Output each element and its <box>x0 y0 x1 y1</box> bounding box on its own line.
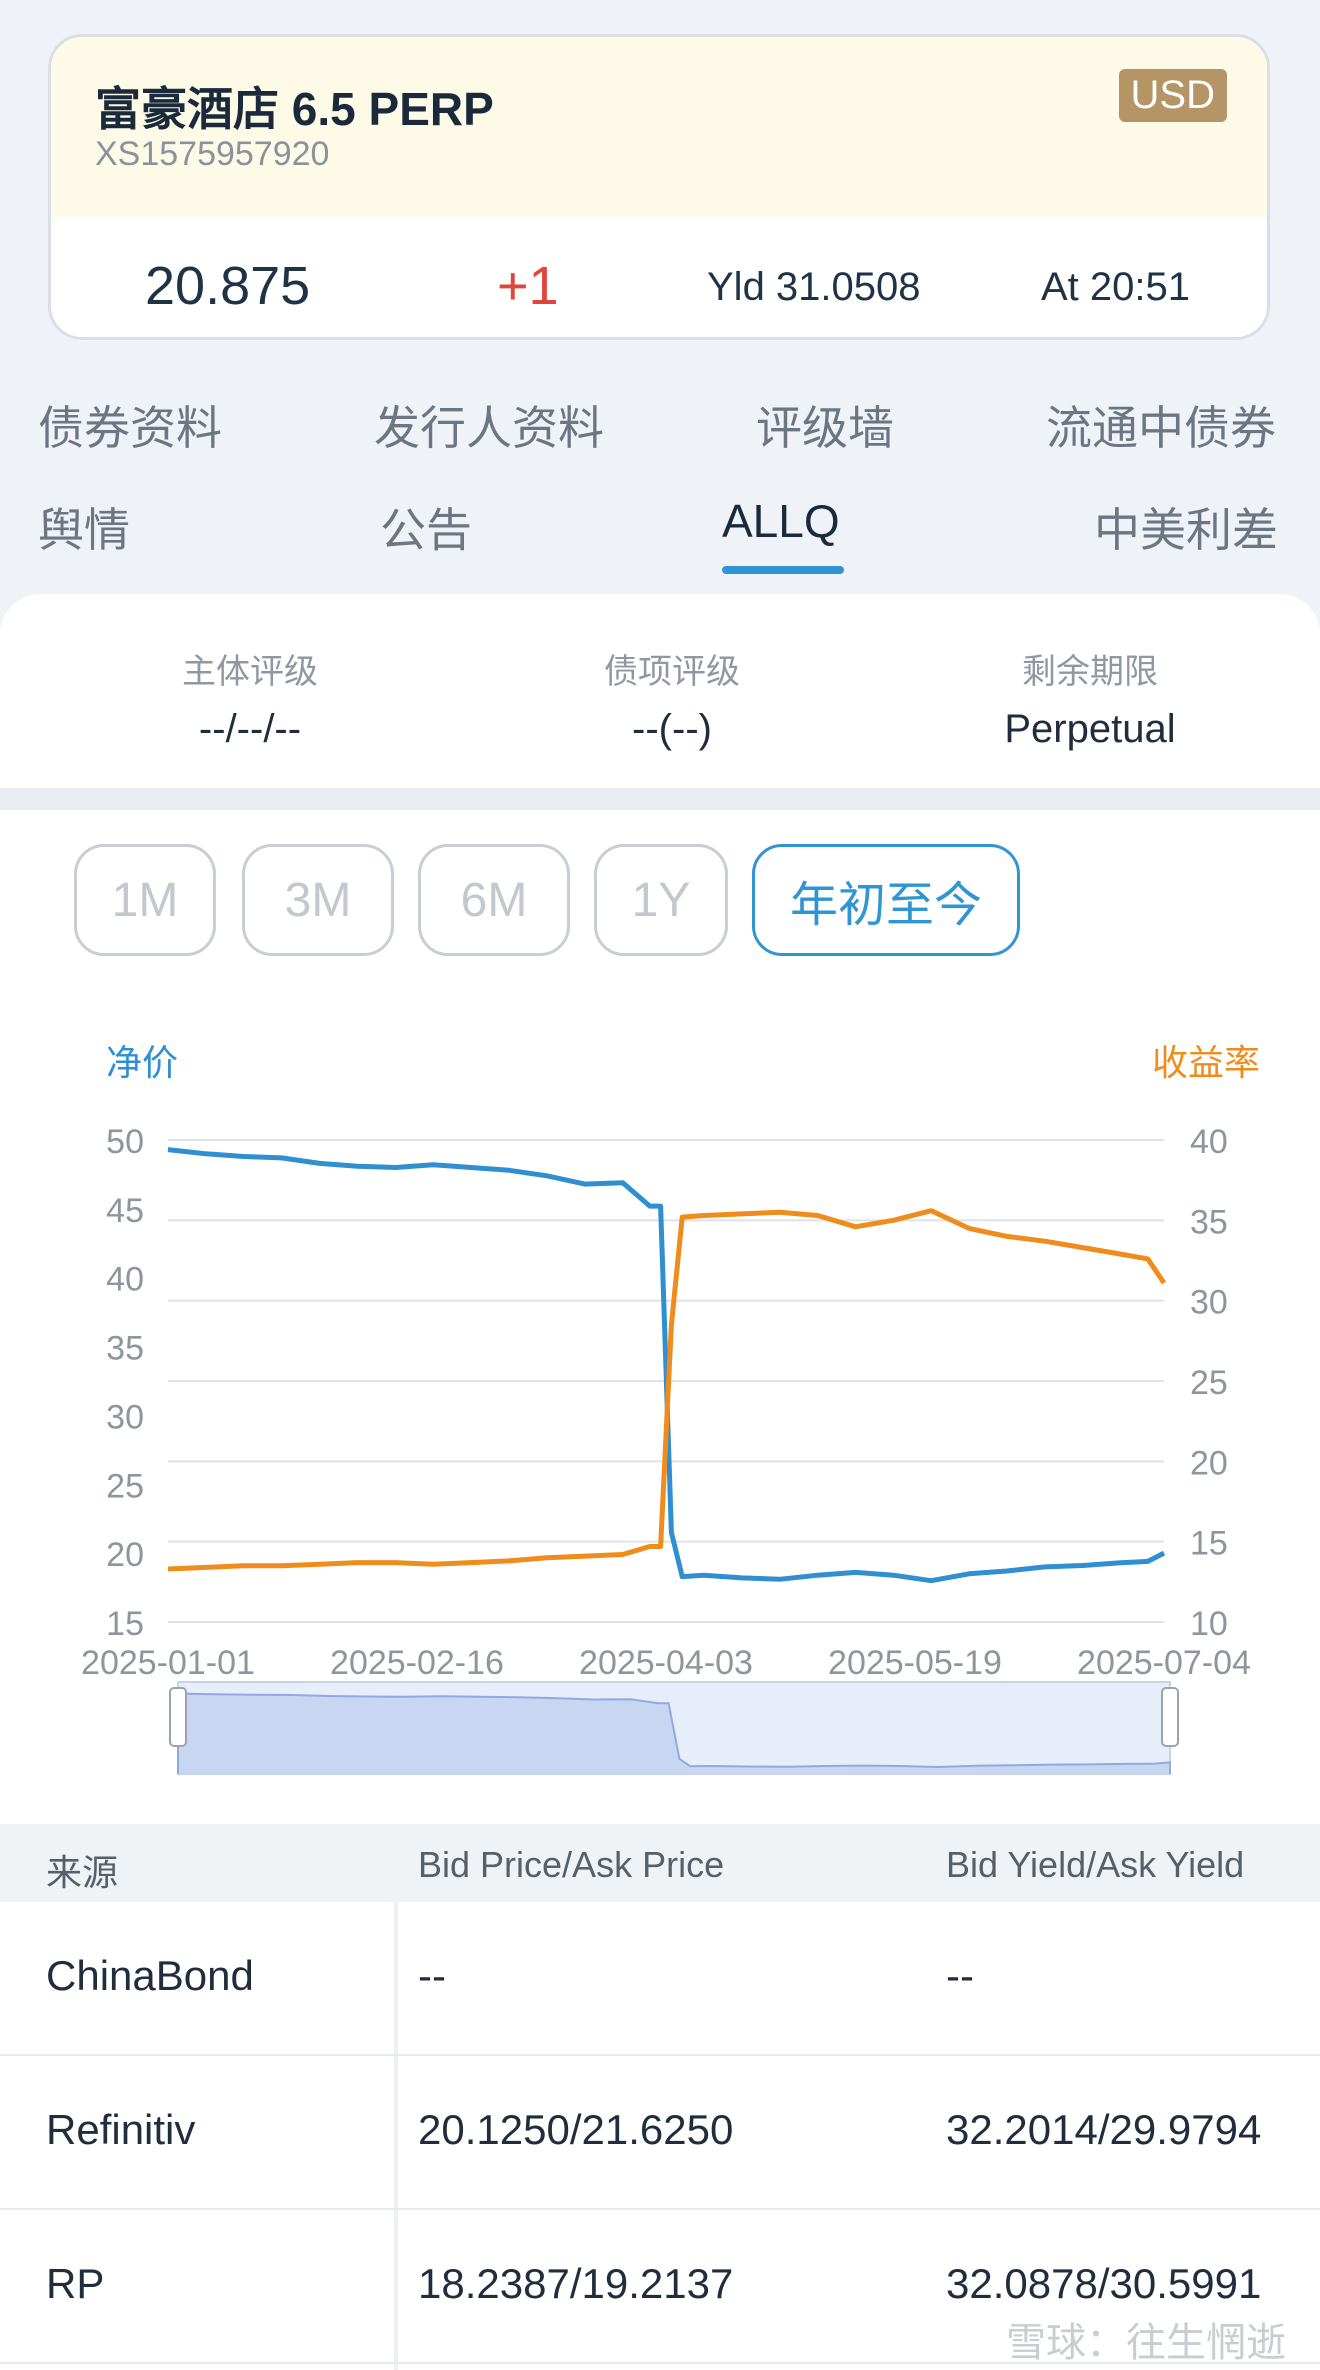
right-axis-tick-label: 10 <box>1190 1605 1228 1643</box>
row-yield: 32.2014/29.9794 <box>946 2106 1262 2153</box>
zoom-handle-right[interactable] <box>1161 1687 1179 1747</box>
left-axis-tick-label: 30 <box>106 1398 144 1436</box>
row-source: Refinitiv <box>46 2106 196 2153</box>
x-axis-tick-label: 2025-04-03 <box>579 1644 753 1682</box>
tab-allq[interactable]: ALLQ <box>722 495 840 547</box>
table-row: RP 18.2387/19.2137 32.0878/30.5991 <box>0 2210 1320 2364</box>
tab-sentiment[interactable]: 舆情 <box>38 504 130 556</box>
bond-name: 富豪酒店 6.5 PERP <box>95 83 494 135</box>
issue-rating: 债项评级 --(--) <box>472 644 872 752</box>
tab-us-china-spread[interactable]: 中美利差 <box>1094 504 1278 556</box>
price-yield-chart: 4035302520151050454035302520152025-01-01… <box>81 1123 1251 1775</box>
tab-rating-wall[interactable]: 评级墙 <box>756 402 894 454</box>
yield-series-line <box>167 1208 1167 1572</box>
row-yield: -- <box>946 1952 974 1999</box>
right-axis-tick-label: 30 <box>1190 1284 1228 1322</box>
section-divider <box>0 788 1320 810</box>
active-tab-indicator <box>722 566 844 574</box>
tab-issuer-info[interactable]: 发行人资料 <box>374 402 604 454</box>
row-price: -- <box>418 1952 446 1999</box>
bond-isin: XS1575957920 <box>95 135 330 173</box>
right-axis-tick-label: 25 <box>1190 1364 1228 1402</box>
right-axis-title: 收益率 <box>1151 1042 1260 1083</box>
x-axis-tick-label: 2025-01-01 <box>81 1644 255 1682</box>
left-axis-tick-label: 40 <box>106 1261 144 1299</box>
row-source: ChinaBond <box>46 1952 254 1999</box>
issuer-rating-value: --/--/-- <box>198 707 302 751</box>
left-axis-title: 净价 <box>106 1042 179 1083</box>
right-axis-tick-label: 35 <box>1190 1203 1228 1241</box>
issuer-rating-label: 主体评级 <box>182 653 318 691</box>
row-source: RP <box>46 2260 105 2307</box>
header-source: 来源 <box>46 1852 119 1893</box>
range-1m-button[interactable]: 1M <box>74 844 216 956</box>
left-axis-tick-label: 45 <box>106 1192 144 1230</box>
right-axis-tick-label: 15 <box>1190 1525 1228 1563</box>
tab-outstanding-bonds[interactable]: 流通中债券 <box>1046 402 1276 454</box>
row-price: 18.2387/19.2137 <box>418 2260 734 2307</box>
zoom-handle-left[interactable] <box>169 1687 187 1747</box>
header-price: Bid Price/Ask Price <box>418 1844 725 1885</box>
left-axis-tick-label: 25 <box>106 1467 144 1505</box>
issue-rating-label: 债项评级 <box>604 653 740 691</box>
table-row: ChinaBond -- -- <box>0 1902 1320 2056</box>
right-axis-tick-label: 20 <box>1190 1444 1228 1482</box>
issuer-rating: 主体评级 --/--/-- <box>50 644 450 752</box>
left-axis-tick-label: 20 <box>106 1536 144 1574</box>
left-axis-tick-label: 15 <box>106 1605 144 1643</box>
tab-announcements[interactable]: 公告 <box>380 504 472 556</box>
table-row: Refinitiv 20.1250/21.6250 32.2014/29.979… <box>0 2056 1320 2210</box>
remaining-tenor-label: 剩余期限 <box>1022 653 1158 691</box>
range-1y-button[interactable]: 1Y <box>594 844 728 956</box>
x-axis-tick-label: 2025-02-16 <box>330 1644 504 1682</box>
range-3m-button[interactable]: 3M <box>242 844 394 956</box>
quote-row: 20.875 +1 Yld 31.0508 At 20:51 <box>51 217 1267 337</box>
range-6m-button[interactable]: 6M <box>418 844 570 956</box>
watermark-text: 雪球：往生惘逝 <box>1006 2321 1286 2365</box>
tab-bond-info[interactable]: 债券资料 <box>38 402 222 454</box>
remaining-tenor: 剩余期限 Perpetual <box>890 644 1290 752</box>
row-yield: 32.0878/30.5991 <box>946 2260 1262 2307</box>
price-change: +1 <box>497 256 559 316</box>
last-price: 20.875 <box>145 256 311 316</box>
row-price: 20.1250/21.6250 <box>418 2106 734 2153</box>
left-axis-tick-label: 50 <box>106 1123 144 1161</box>
currency-badge: USD <box>1118 69 1227 122</box>
x-axis-tick-label: 2025-05-19 <box>828 1644 1002 1682</box>
quote-table-header: 来源 Bid Price/Ask Price Bid Yield/Ask Yie… <box>0 1824 1320 1902</box>
x-axis-tick-label: 2025-07-04 <box>1077 1644 1251 1682</box>
left-axis-tick-label: 35 <box>106 1330 144 1368</box>
zoom-slider-preview <box>177 1692 1171 1774</box>
yield-value: Yld 31.0508 <box>707 265 921 309</box>
right-axis-tick-label: 40 <box>1190 1123 1228 1161</box>
header-yield: Bid Yield/Ask Yield <box>946 1844 1245 1885</box>
column-separator <box>394 1902 398 2370</box>
quote-time: At 20:51 <box>1041 265 1191 309</box>
bond-header: 富豪酒店 6.5 PERP XS1575957920 USD <box>51 37 1267 217</box>
range-ytd-button[interactable]: 年初至今 <box>752 844 1020 956</box>
allq-panel: 主体评级 --/--/-- 债项评级 --(--) 剩余期限 Perpetual… <box>0 594 1320 2370</box>
price-series-line <box>167 1147 1166 1584</box>
remaining-tenor-value: Perpetual <box>1004 707 1176 751</box>
issue-rating-value: --(--) <box>632 707 712 751</box>
bond-quote-card: 富豪酒店 6.5 PERP XS1575957920 USD 20.875 +1… <box>48 34 1270 340</box>
